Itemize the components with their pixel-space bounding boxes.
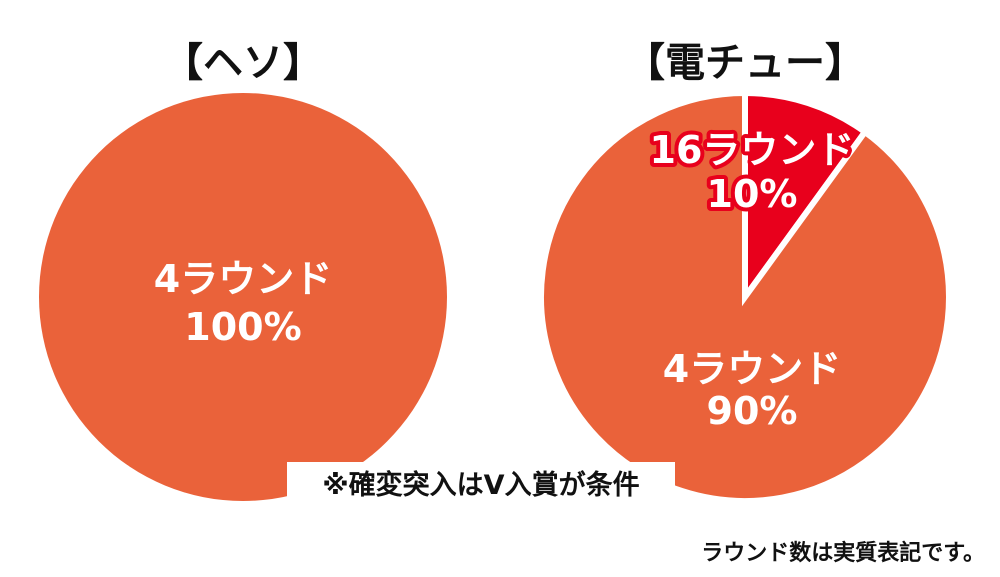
slice-label-heso-4round: 4ラウンド (154, 257, 332, 301)
chart-title-denchu: 【電チュー】 (625, 40, 865, 86)
pie-chart-denchu: 【電チュー】 16ラウンド 10% 4ラウンド 90% (538, 40, 952, 504)
slice-value-denchu-16round: 10% (707, 172, 798, 216)
chart-title-heso: 【ヘソ】 (163, 40, 323, 86)
note-background (287, 462, 675, 506)
pie-slice-1-0 (742, 89, 870, 307)
pie-slice-0-0 (39, 93, 447, 501)
slice-value-denchu-4round: 90% (707, 389, 798, 433)
pie-chart-heso: 【ヘソ】 4ラウンド 100% (39, 40, 447, 501)
pie-slice-1-1 (538, 89, 952, 504)
condition-note: ※確変突入はV入賞が条件 (322, 469, 639, 501)
slice-value-heso-4round: 100% (184, 305, 301, 349)
footnote: ラウンド数は実質表記です。 (701, 540, 985, 566)
slice-label-denchu-4round: 4ラウンド (663, 347, 841, 391)
pie-denchu-slices (538, 89, 952, 504)
pie-heso-slices (39, 93, 447, 501)
slice-label-denchu-16round: 16ラウンド (650, 128, 855, 172)
